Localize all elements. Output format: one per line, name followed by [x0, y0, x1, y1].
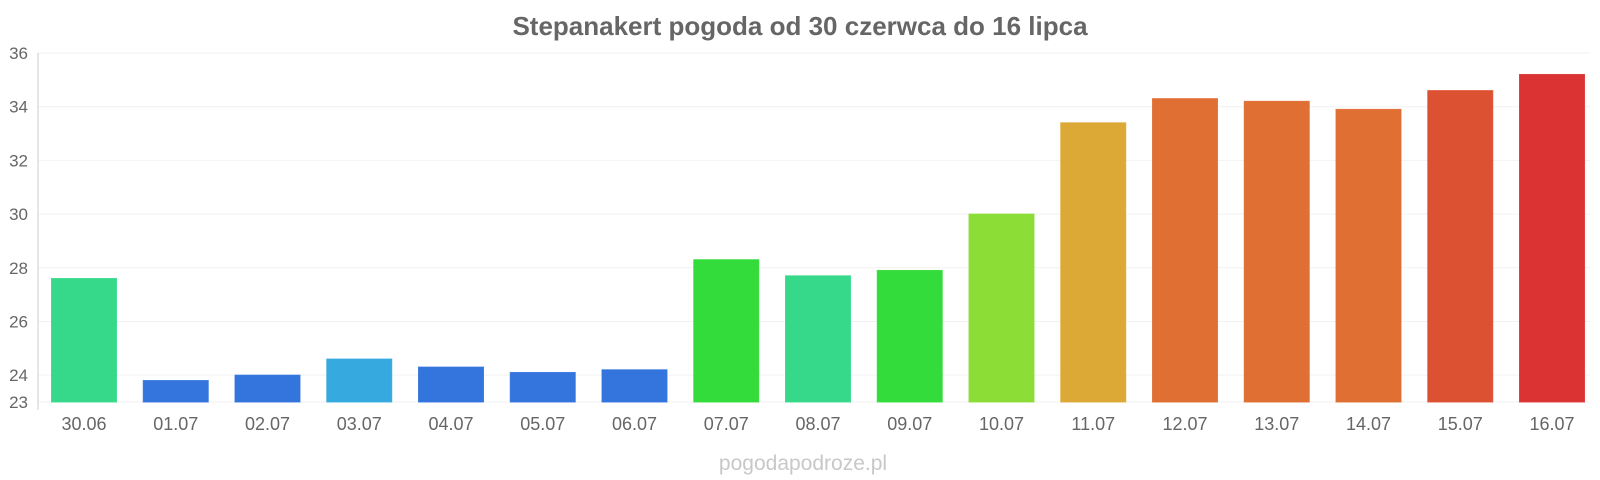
watermark: pogodapodroze.pl [719, 452, 887, 475]
bar [326, 358, 393, 403]
x-tick-label: 09.07 [887, 414, 932, 434]
x-tick-label: 13.07 [1254, 414, 1299, 434]
bar [1243, 100, 1310, 403]
y-tick-label: 28 [9, 259, 28, 278]
x-tick-label: 30.06 [61, 414, 106, 434]
bar [1335, 108, 1402, 403]
y-tick-label: 24 [9, 366, 28, 385]
y-axis-ticks: 23 24 26 28 30 32 34 36 [9, 44, 28, 412]
x-tick-label: 06.07 [612, 414, 657, 434]
x-tick-label: 08.07 [795, 414, 840, 434]
bar [1060, 122, 1127, 403]
x-axis-ticks: 30.06 01.07 02.07 03.07 04.07 05.07 06.07 07.07… [61, 414, 1574, 434]
bar [1152, 98, 1218, 403]
x-tick-label: 11.07 [1071, 414, 1115, 434]
bar [785, 275, 851, 403]
bar [509, 371, 576, 403]
x-tick-label: 04.07 [428, 414, 473, 434]
x-tick-label: 01.07 [153, 414, 198, 434]
bar [601, 369, 668, 403]
bar [1519, 73, 1585, 403]
x-tick-label: 07.07 [704, 414, 749, 434]
x-tick-label: 12.07 [1162, 414, 1207, 434]
bar [234, 374, 301, 403]
bar [418, 366, 484, 403]
bar [1427, 90, 1494, 403]
y-tick-label: 30 [9, 205, 28, 224]
y-tick-label: 32 [9, 151, 28, 170]
y-tick-label: 34 [9, 98, 28, 117]
x-tick-label: 14.07 [1346, 414, 1391, 434]
y-tick-label: 23 [9, 393, 28, 412]
bar [876, 269, 943, 403]
x-tick-label: 02.07 [245, 414, 290, 434]
x-tick-label: 10.07 [979, 414, 1024, 434]
x-tick-label: 15.07 [1438, 414, 1483, 434]
bar [968, 213, 1035, 403]
x-tick-label: 05.07 [520, 414, 565, 434]
bar [51, 278, 117, 403]
bar [142, 380, 209, 403]
y-tick-label: 36 [9, 44, 28, 63]
bars [51, 73, 1585, 403]
y-tick-label: 26 [9, 312, 28, 331]
x-tick-label: 16.07 [1529, 414, 1574, 434]
x-tick-label: 03.07 [337, 414, 382, 434]
bar [693, 259, 760, 403]
chart-title: Stepanakert pogoda od 30 czerwca do 16 l… [512, 11, 1088, 41]
